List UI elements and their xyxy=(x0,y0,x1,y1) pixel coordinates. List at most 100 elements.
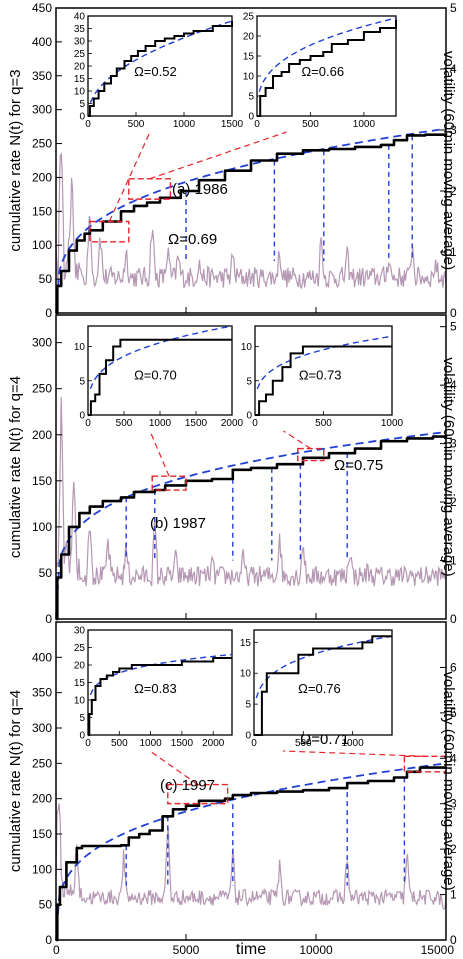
ytick-label-a-8: 400 xyxy=(32,35,52,49)
inset-ytick-label-c-0-4: 20 xyxy=(74,661,86,672)
y2tick-label-b-0: 0 xyxy=(450,612,457,626)
volatility-line-a xyxy=(55,151,447,290)
y2tick-label-c-6: 6 xyxy=(450,660,457,674)
inset-xtick-label-a-1-0: 0 xyxy=(254,119,260,130)
inset-xtick-label-b-1-2: 1000 xyxy=(381,418,404,429)
y2tick-label-a-4: 4 xyxy=(450,62,457,76)
ytick-label-b-0: 0 xyxy=(45,612,52,626)
inset-xtick-label-c-1-1: 500 xyxy=(295,738,312,749)
y2label-a: volatility (60min moving average) xyxy=(440,51,457,270)
inset-ytick-label-c-0-5: 25 xyxy=(74,643,86,654)
ytick-label-a-6: 300 xyxy=(32,103,52,117)
ytick-label-a-7: 350 xyxy=(32,69,52,83)
cumulative-line-c xyxy=(55,766,448,942)
panel-label-c: (c) 1997 xyxy=(160,777,215,794)
y2tick-label-c-1: 1 xyxy=(450,888,457,902)
y2tick-label-a-1: 1 xyxy=(450,245,457,259)
y2tick-label-a-5: 5 xyxy=(450,1,457,15)
inset-xtick-label-b-1-1: 500 xyxy=(315,418,332,429)
inset-ytick-label-a-0-8: 40 xyxy=(74,12,86,23)
ytick-label-c-2: 100 xyxy=(32,862,52,876)
inset-xtick-label-b-0-0: 0 xyxy=(85,418,91,429)
axes-frame-a xyxy=(55,7,447,314)
y2tick-label-a-3: 3 xyxy=(450,123,457,137)
ytick-label-a-0: 0 xyxy=(45,306,52,320)
fit-curve-a xyxy=(55,127,447,314)
inset-ytick-label-a-0-5: 25 xyxy=(74,49,86,60)
inset-xtick-label-a-1-2: 1000 xyxy=(353,119,376,130)
zoom-connector-a-0 xyxy=(108,131,151,222)
ytick-label-b-1: 50 xyxy=(39,566,53,580)
y2tick-label-c-5: 5 xyxy=(450,706,457,720)
inset-fit-a-0 xyxy=(89,20,233,103)
inset-ytick-label-b-0-2: 10 xyxy=(74,342,86,353)
y2tick-label-a-2: 2 xyxy=(450,184,457,198)
panel-label-b: (b) 1987 xyxy=(150,515,206,532)
inset-frame-c-0 xyxy=(87,629,233,736)
inset-xtick-label-b-0-1: 500 xyxy=(116,418,133,429)
inset-ytick-label-b-1-1: 5 xyxy=(246,376,252,387)
xtick-label-2: 10000 xyxy=(299,943,333,957)
inset-omega-b-1: Ω=0.73 xyxy=(299,367,342,382)
inset-step-c-1 xyxy=(254,635,392,736)
inset-xtick-label-c-0-1: 500 xyxy=(111,738,128,749)
ytick-label-a-9: 450 xyxy=(32,1,52,15)
inset-a-1: 0 5 10 15 20 25 0 500 1000 Ω=0.66 xyxy=(243,12,397,130)
inset-ytick-label-a-0-0: 0 xyxy=(79,112,85,123)
inset-b-0: 0 5 10 0 500 1000 1500 2000 Ω=0.70 xyxy=(74,325,244,429)
inset-ytick-label-c-0-6: 30 xyxy=(74,626,86,637)
fit-curve-c xyxy=(55,762,447,941)
inset-ytick-label-a-0-1: 5 xyxy=(79,99,85,110)
inset-xtick-label-b-0-2: 1000 xyxy=(149,418,172,429)
xlabel: time xyxy=(236,941,266,958)
inset-xtick-label-a-0-1: 500 xyxy=(128,119,145,130)
xtick-label-1: 5000 xyxy=(173,943,200,957)
cumulative-line-a xyxy=(55,133,448,315)
axes-frame-b xyxy=(55,314,447,620)
inset-xtick-label-c-1-2: 1000 xyxy=(341,738,364,749)
ytick-label-b-3: 150 xyxy=(32,474,52,488)
y2tick-label-c-4: 4 xyxy=(450,751,457,765)
ytick-label-c-0: 0 xyxy=(45,933,52,947)
inset-ytick-label-b-1-2: 10 xyxy=(241,342,253,353)
y2tick-label-b-2: 2 xyxy=(450,495,457,509)
inset-step-a-1 xyxy=(257,20,397,117)
y2tick-label-b-5: 5 xyxy=(450,320,457,334)
inset-fit-c-1 xyxy=(255,635,393,699)
ytick-label-b-6: 300 xyxy=(32,336,52,350)
ytick-label-a-3: 150 xyxy=(32,204,52,218)
ylabel-b: cumulative rate N(t) for q=4 xyxy=(7,376,24,558)
ytick-label-c-6: 300 xyxy=(32,721,52,735)
ytick-label-b-2: 100 xyxy=(32,520,52,534)
volatility-line-c xyxy=(55,803,447,911)
inset-ytick-label-a-0-3: 15 xyxy=(74,74,86,85)
xtick-label-0: 0 xyxy=(53,943,60,957)
ytick-label-a-2: 100 xyxy=(32,238,52,252)
panel-a: 050100150200250300350400450012345cumulat… xyxy=(7,1,457,320)
inset-ytick-label-a-0-6: 30 xyxy=(74,37,86,48)
inset-ytick-label-b-1-0: 0 xyxy=(246,411,252,422)
volatility-line-b xyxy=(55,397,447,588)
omega-label-a: Ω=0.69 xyxy=(168,231,217,248)
inset-xtick-label-b-0-3: 1500 xyxy=(185,418,208,429)
xtick-label-3: 15000 xyxy=(421,943,455,957)
inset-xtick-label-a-0-3: 1500 xyxy=(221,119,244,130)
inset-ytick-label-a-1-1: 5 xyxy=(248,92,254,103)
inset-xtick-label-a-0-0: 0 xyxy=(85,119,91,130)
inset-xtick-label-a-0-2: 1000 xyxy=(173,119,196,130)
inset-xtick-label-c-0-0: 0 xyxy=(85,738,91,749)
y2tick-label-b-3: 3 xyxy=(450,437,457,451)
zoom-connector-b-1 xyxy=(283,430,312,450)
inset-ytick-label-c-1-2: 10 xyxy=(240,669,252,680)
inset-frame-b-0 xyxy=(87,325,233,416)
zoom-box-a-1 xyxy=(128,178,172,200)
inset-c-0: 0 5 10 15 20 25 30 0 500 1000 1500 2000 Ω=0.83 xyxy=(74,626,233,749)
ytick-label-a-1: 50 xyxy=(39,272,53,286)
zoom-connector-c-1 xyxy=(282,750,426,757)
y2label-b: volatility (60min moving average) xyxy=(440,357,457,576)
ytick-label-b-5: 250 xyxy=(32,382,52,396)
ytick-label-b-4: 200 xyxy=(32,428,52,442)
y2tick-label-c-3: 3 xyxy=(450,797,457,811)
